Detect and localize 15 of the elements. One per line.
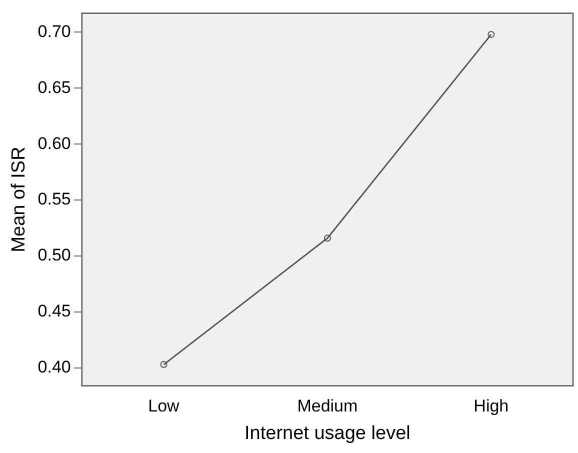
y-tick-label: 0.40 [38, 358, 71, 377]
y-tick-label: 0.65 [38, 78, 71, 97]
y-tick-label: 0.60 [38, 134, 71, 153]
y-axis-title: Mean of ISR [8, 146, 30, 252]
point [160, 361, 168, 368]
x-tick-label: High [474, 396, 509, 416]
y-tick-label: 0.50 [38, 246, 71, 265]
y-tick-label: 0.55 [38, 190, 71, 209]
point [324, 234, 331, 242]
y-tick-label: 0.45 [38, 302, 71, 321]
point [488, 30, 495, 38]
y-tick-label: 0.70 [38, 22, 71, 41]
x-axis-title: Internet usage level [244, 422, 410, 444]
x-tick-label: Medium [297, 396, 358, 416]
x-tick-label: Low [148, 396, 180, 416]
